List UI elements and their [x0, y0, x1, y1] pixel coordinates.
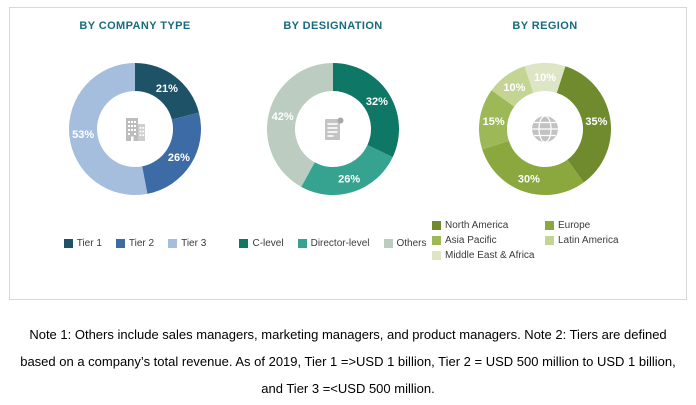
legend-item: Europe — [545, 220, 658, 231]
donut-chart: 32% 26% 42% — [266, 63, 400, 196]
legend-label: North America — [445, 220, 509, 231]
donut-slice — [556, 66, 612, 183]
legend-swatch — [383, 239, 393, 248]
legend-label: Tier 2 — [128, 238, 155, 249]
percent-label: 10% — [534, 72, 556, 84]
chart-region: BY REGION 35% 30% 15% 10% 10% North A — [432, 20, 658, 299]
legend-label: C-level — [252, 238, 284, 249]
donut-slice — [333, 63, 400, 158]
chart-title-designation: BY DESIGNATION — [283, 20, 383, 32]
donut-slice — [524, 62, 566, 93]
legend-company-type: Tier 1 Tier 2 Tier 3 — [36, 238, 234, 249]
chart-title-region: BY REGION — [512, 20, 578, 32]
percent-label: 30% — [518, 174, 540, 186]
chart-designation: BY DESIGNATION 32% 26% 42% — [234, 20, 432, 299]
legend-swatch — [63, 239, 73, 248]
legend-designation: C-level Director-level Others — [234, 238, 432, 249]
legend-item: C-level — [239, 238, 284, 249]
legend-item: Asia Pacific — [432, 235, 545, 246]
legend-label: Director-level — [310, 238, 370, 249]
legend-item: North America — [432, 220, 545, 231]
donut-slice — [478, 90, 515, 150]
legend-swatch — [168, 239, 178, 248]
donut-slice — [142, 112, 202, 194]
percent-label: 53% — [72, 129, 94, 141]
legend-label: Europe — [558, 220, 591, 231]
legend-swatch — [432, 251, 441, 260]
percent-label: 21% — [156, 83, 178, 95]
percent-label: 26% — [168, 152, 190, 164]
chart-panel: BY COMPANY TYPE 21% 26% 53% — [9, 7, 687, 300]
legend-label: Latin America — [558, 235, 619, 246]
legend-label: Others — [396, 238, 427, 249]
percent-label: 32% — [366, 96, 388, 108]
legend-item: Director-level — [297, 238, 370, 249]
chart-company-type: BY COMPANY TYPE 21% 26% 53% — [36, 20, 234, 299]
donut-designation: 32% 26% 42% — [262, 58, 404, 200]
legend-item: Tier 2 — [115, 238, 155, 249]
notes-text: Note 1: Others include sales managers, m… — [20, 327, 676, 396]
legend-swatch — [432, 221, 441, 230]
legend-item: Tier 1 — [63, 238, 102, 249]
percent-label: 15% — [483, 116, 505, 128]
legend-swatch — [239, 239, 249, 248]
donut-region: 35% 30% 15% 10% 10% — [474, 58, 616, 200]
legend-swatch — [545, 221, 554, 230]
legend-item: Latin America — [545, 235, 658, 246]
donut-slice — [482, 140, 584, 196]
legend-swatch — [432, 236, 441, 245]
donut-slice — [68, 63, 148, 195]
donut-slice — [301, 145, 393, 196]
legend-label: Asia Pacific — [445, 235, 497, 246]
legend-item: Tier 3 — [168, 238, 206, 249]
legend-label: Tier 1 — [76, 238, 102, 249]
legend-label: Tier 3 — [181, 238, 207, 249]
donut-slice — [266, 63, 333, 187]
percent-label: 42% — [272, 111, 294, 123]
legend-region: North America Europe Asia Pacific Latin Ame… — [432, 220, 658, 261]
donut-company-type: 21% 26% 53% — [64, 58, 206, 200]
legend-item: Others — [383, 238, 427, 249]
percent-label: 26% — [338, 174, 360, 186]
donut-chart: 21% 26% 53% — [68, 63, 202, 195]
percent-label: 35% — [585, 116, 607, 128]
legend-item: Middle East & Africa — [432, 250, 545, 261]
chart-title-company-type: BY COMPANY TYPE — [79, 20, 191, 32]
donut-slice — [135, 63, 199, 120]
legend-swatch — [115, 239, 125, 248]
donut-slice — [491, 66, 534, 107]
legend-swatch — [297, 239, 307, 248]
donut-chart: 35% 30% 15% 10% 10% — [478, 62, 612, 196]
percent-label: 10% — [503, 82, 525, 94]
legend-label: Middle East & Africa — [445, 250, 535, 261]
legend-swatch — [545, 236, 554, 245]
